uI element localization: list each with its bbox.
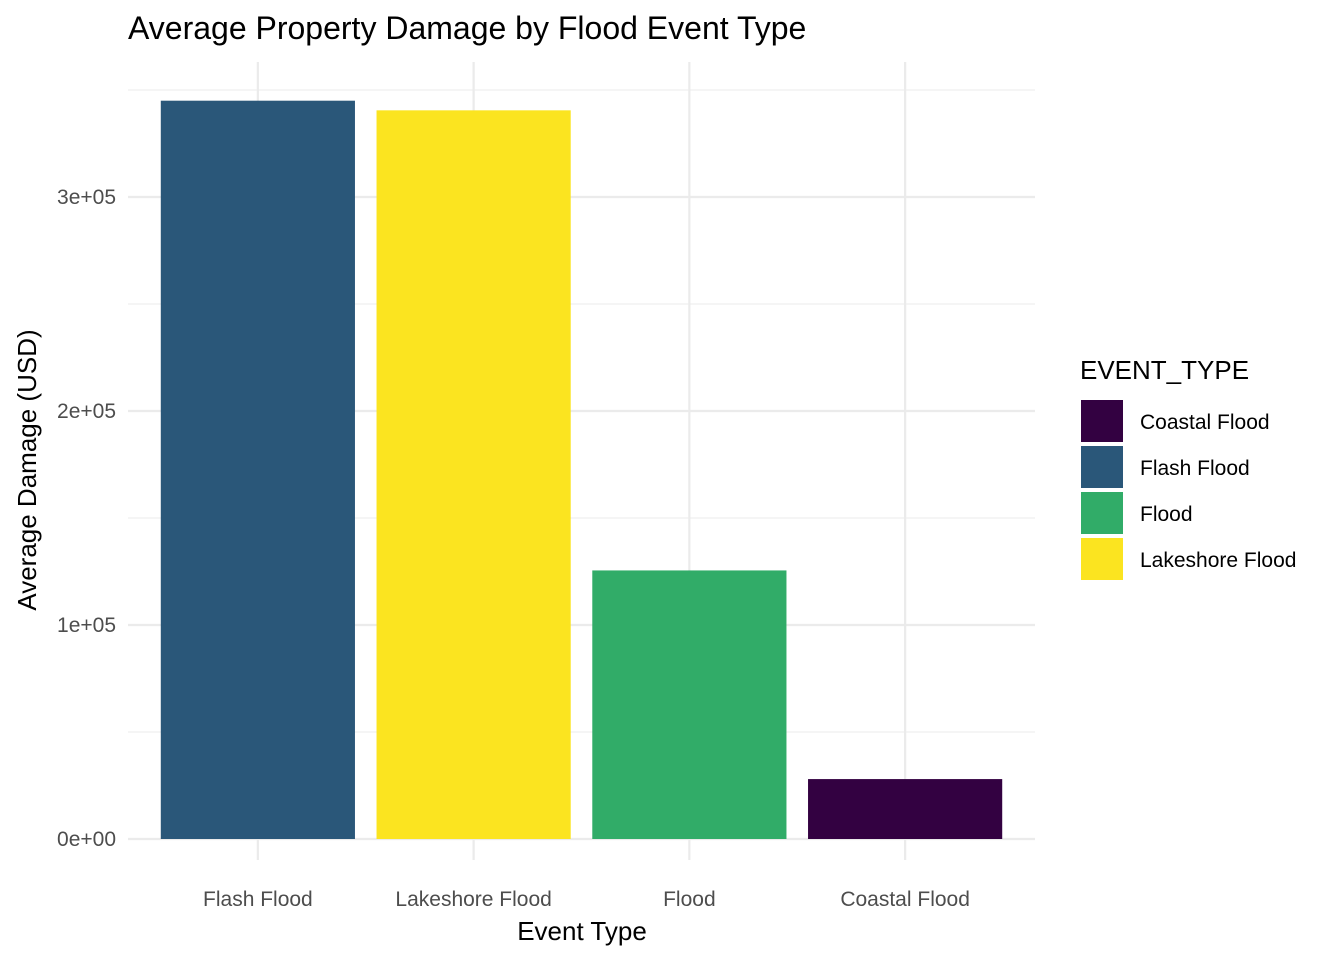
y-tick-label: 0e+00 — [57, 828, 116, 851]
x-tick-label: Coastal Flood — [840, 888, 970, 911]
y-tick-label: 3e+05 — [57, 186, 116, 209]
legend: EVENT_TYPE Coastal Flood Flash Flood Flood… — [1080, 355, 1296, 580]
bar — [592, 570, 787, 839]
legend-swatch — [1081, 400, 1123, 442]
bar — [808, 779, 1003, 839]
bar — [160, 100, 355, 839]
legend-label: Lakeshore Flood — [1140, 549, 1296, 572]
x-axis-title: Event Type — [517, 916, 647, 946]
bar — [376, 110, 571, 839]
x-axis-ticks: Flash Flood Lakeshore Flood Flood Coastal F… — [203, 888, 970, 911]
legend-swatch — [1081, 492, 1123, 534]
chart-title: Average Property Damage by Flood Event T… — [128, 10, 806, 46]
y-tick-label: 2e+05 — [57, 400, 116, 423]
y-tick-label: 1e+05 — [57, 614, 116, 637]
legend-title: EVENT_TYPE — [1080, 355, 1249, 385]
legend-items: Coastal Flood Flash Flood Flood Lakeshore F… — [1081, 400, 1296, 580]
x-tick-label: Flash Flood — [203, 888, 313, 911]
y-axis-ticks: 0e+00 1e+05 2e+05 3e+05 — [57, 186, 116, 851]
legend-swatch — [1081, 446, 1123, 488]
bars — [160, 100, 1003, 839]
x-tick-label: Flood — [663, 888, 716, 911]
legend-label: Flash Flood — [1140, 457, 1250, 480]
legend-swatch — [1081, 538, 1123, 580]
y-axis-title: Average Damage (USD) — [12, 329, 42, 610]
legend-label: Coastal Flood — [1140, 411, 1270, 434]
x-tick-label: Lakeshore Flood — [395, 888, 551, 911]
legend-label: Flood — [1140, 503, 1193, 526]
